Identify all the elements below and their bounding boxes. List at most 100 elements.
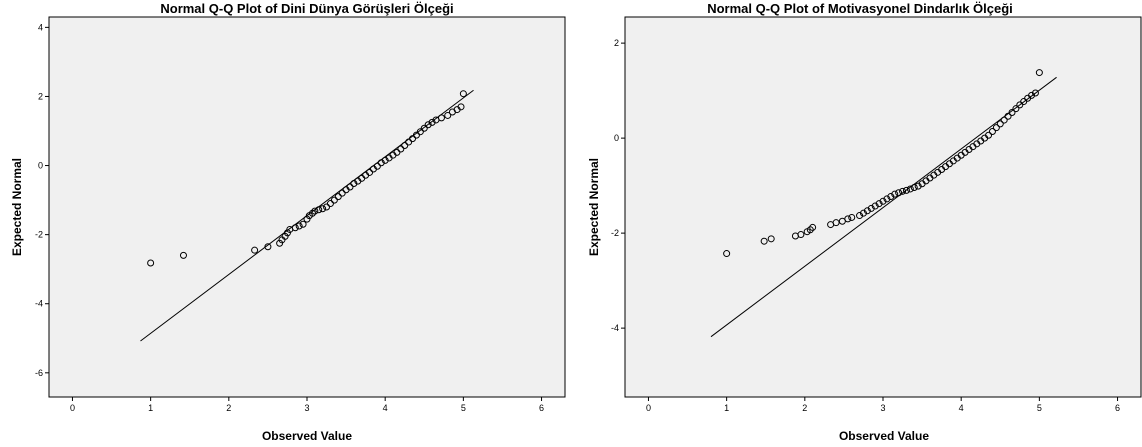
data-point: [147, 259, 155, 267]
data-point: [1031, 89, 1039, 97]
y-tick-label: 4: [38, 22, 43, 32]
data-point: [867, 204, 875, 212]
data-point: [437, 114, 445, 122]
data-point: [875, 200, 883, 208]
data-point: [397, 145, 405, 153]
data-point: [299, 220, 307, 228]
data-points-2: [723, 69, 1043, 258]
data-point: [264, 243, 272, 251]
data-point: [723, 250, 731, 258]
data-point: [848, 213, 856, 221]
data-point: [844, 215, 852, 223]
data-point: [283, 229, 291, 237]
chart-motivasyonel: Normal Q-Q Plot of Motivasyonel Dindarlı…: [587, 1, 1142, 443]
data-point: [457, 103, 465, 111]
x-tick-label: 4: [959, 403, 964, 413]
data-point: [910, 184, 918, 192]
data-point: [988, 127, 996, 135]
data-point: [319, 205, 327, 213]
y-tick-label: -2: [35, 230, 43, 240]
x-tick-label: 6: [1115, 403, 1120, 413]
data-point: [1008, 108, 1016, 116]
y-axis-label-2: Expected Normal: [587, 158, 601, 256]
data-points-1: [147, 90, 467, 267]
data-point: [346, 183, 354, 191]
data-point: [315, 206, 323, 214]
x-tick-label: 1: [724, 403, 729, 413]
y-ticks-1: -6 -4 -2 0 2 4: [35, 22, 49, 378]
y-tick-label: -6: [35, 368, 43, 378]
data-point: [295, 222, 303, 230]
data-point: [366, 168, 374, 176]
data-point: [856, 212, 864, 220]
data-point: [308, 209, 316, 217]
y-tick-label: 0: [38, 161, 43, 171]
data-point: [409, 135, 417, 143]
data-point: [859, 209, 867, 217]
data-point: [281, 232, 289, 240]
x-tick-label: 0: [70, 403, 75, 413]
reference-line: [710, 76, 1057, 338]
data-point: [767, 235, 775, 243]
x-tick-label: 1: [148, 403, 153, 413]
data-point: [405, 138, 413, 146]
x-axis-label-2: Observed Value: [839, 429, 929, 443]
data-point: [393, 148, 401, 156]
data-point: [797, 231, 805, 239]
data-point: [416, 128, 424, 136]
data-point: [251, 246, 259, 254]
y-axis-label-1: Expected Normal: [10, 158, 24, 256]
chart-title-1: Normal Q-Q Plot of Dini Dünya Görüşleri …: [160, 1, 453, 16]
data-point: [863, 207, 871, 215]
data-point: [760, 237, 768, 245]
data-point: [906, 185, 914, 193]
data-point: [914, 182, 922, 190]
data-point: [323, 203, 331, 211]
data-point: [334, 193, 342, 201]
data-point: [330, 196, 338, 204]
chart-dini-dunya: Normal Q-Q Plot of Dini Dünya Görüşleri …: [10, 1, 566, 443]
data-point: [1004, 112, 1012, 120]
data-point: [338, 189, 346, 197]
data-point: [902, 186, 910, 194]
x-tick-label: 2: [226, 403, 231, 413]
x-tick-label: 5: [1037, 403, 1042, 413]
data-point: [401, 142, 409, 150]
data-point: [444, 111, 452, 119]
plot-area-1: [48, 16, 566, 398]
y-tick-label: 2: [38, 91, 43, 101]
data-point: [985, 131, 993, 139]
y-tick-label: -4: [611, 323, 619, 333]
y-tick-label: -2: [611, 228, 619, 238]
data-point: [887, 193, 895, 201]
data-point: [1012, 105, 1020, 113]
x-tick-label: 6: [539, 403, 544, 413]
data-point: [373, 162, 381, 170]
x-tick-label: 3: [304, 403, 309, 413]
data-point: [1028, 91, 1036, 99]
data-point: [899, 187, 907, 195]
data-point: [1000, 116, 1008, 124]
data-point: [459, 90, 467, 98]
x-tick-label: 4: [383, 403, 388, 413]
y-tick-label: 2: [614, 38, 619, 48]
x-tick-label: 2: [802, 403, 807, 413]
x-axis-label-1: Observed Value: [262, 429, 352, 443]
x-ticks-2: 0 1 2 3 4 5 6: [646, 397, 1120, 413]
y-tick-label: 0: [614, 133, 619, 143]
data-point: [871, 202, 879, 210]
reference-line-2: [710, 76, 1057, 338]
x-ticks-1: 0 1 2 3 4 5 6: [70, 397, 544, 413]
data-point: [891, 190, 899, 198]
data-point: [809, 223, 817, 231]
data-point: [1035, 69, 1043, 77]
data-point: [326, 200, 334, 208]
data-point: [179, 251, 187, 259]
data-point: [420, 124, 428, 132]
x-tick-label: 0: [646, 403, 651, 413]
data-point: [291, 224, 299, 232]
data-point: [311, 207, 319, 215]
x-tick-label: 5: [461, 403, 466, 413]
data-point: [832, 219, 840, 227]
